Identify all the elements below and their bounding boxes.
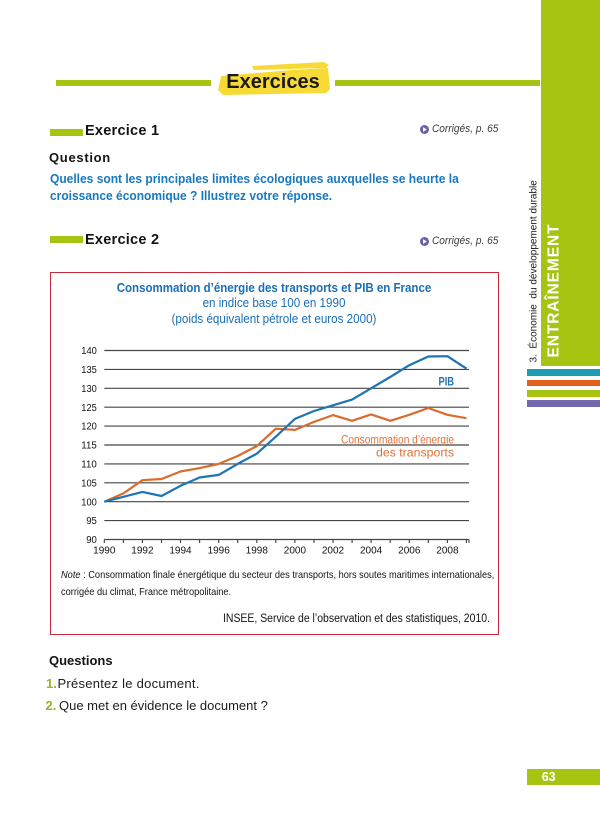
svg-text:des transports: des transports: [376, 448, 454, 460]
svg-text:2006: 2006: [398, 546, 421, 557]
svg-text:110: 110: [81, 460, 97, 471]
svg-text:1990: 1990: [93, 546, 116, 557]
svg-text:2004: 2004: [360, 546, 383, 557]
svg-text:95: 95: [86, 516, 97, 527]
svg-text:90: 90: [86, 535, 97, 546]
svg-text:2000: 2000: [284, 546, 307, 557]
svg-text:130: 130: [81, 384, 97, 395]
svg-text:100: 100: [81, 497, 97, 508]
svg-text:PIB: PIB: [439, 375, 455, 389]
svg-text:1992: 1992: [131, 546, 154, 557]
svg-text:2002: 2002: [322, 546, 345, 557]
svg-text:Consommation d’énergie: Consommation d’énergie: [341, 433, 454, 447]
svg-text:125: 125: [81, 403, 97, 414]
svg-text:105: 105: [81, 478, 97, 489]
svg-text:2008: 2008: [436, 546, 459, 557]
svg-text:140: 140: [81, 346, 97, 357]
svg-text:135: 135: [81, 365, 97, 376]
svg-text:1994: 1994: [169, 546, 192, 557]
svg-text:115: 115: [81, 441, 97, 452]
svg-text:120: 120: [81, 422, 97, 433]
svg-text:1996: 1996: [208, 546, 231, 557]
svg-text:1998: 1998: [246, 546, 269, 557]
